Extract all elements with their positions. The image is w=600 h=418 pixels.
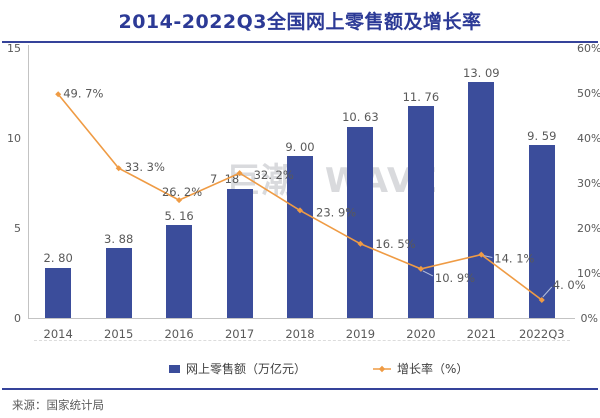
bar-value-label: 9. 00 (285, 139, 315, 154)
right-axis-tick: 10% (577, 266, 600, 280)
x-axis-label-2021: 2021 (466, 327, 496, 341)
bar-2019 (347, 126, 374, 318)
line-swatch-icon (373, 365, 391, 372)
x-axis-label-2018: 2018 (285, 327, 315, 341)
left-axis-tick: 10 (7, 131, 21, 145)
left-axis-tick: 5 (14, 221, 21, 235)
source-note: 来源：国家统计局 (12, 398, 104, 412)
bar-2016 (166, 225, 193, 318)
growth-point-label: 4. 0% (553, 278, 586, 292)
x-axis-label-2017: 2017 (224, 327, 255, 341)
bar-swatch-icon (169, 364, 180, 373)
right-axis-tick: 60% (577, 41, 600, 55)
legend: 网上零售额（万亿元） 增长率（%） (0, 360, 600, 376)
bar-value-label: 13. 09 (463, 65, 500, 80)
legend-item-retail-sales: 网上零售额（万亿元） (169, 360, 306, 377)
right-axis-tick: 0% (580, 311, 598, 325)
bar-value-label: 11. 76 (402, 89, 440, 104)
x-axis-label-2014: 2014 (43, 327, 73, 341)
x-axis-label-2020: 2020 (406, 327, 436, 341)
bar-value-label: 9. 59 (527, 128, 557, 143)
legend-item-growth-rate: 增长率（%） (373, 360, 468, 377)
title-divider (2, 41, 598, 43)
growth-point-label: 26. 2% (162, 185, 202, 199)
right-axis-tick: 30% (577, 176, 600, 190)
line-marker (115, 165, 122, 172)
bar-2017 (226, 188, 253, 318)
right-axis-tick: 20% (577, 221, 600, 235)
x-axis-line (28, 318, 575, 319)
bar-2018 (287, 156, 313, 318)
bar-2015 (105, 248, 132, 318)
left-axis-tick: 0 (14, 311, 21, 325)
legend-label-growth-rate: 增长率（%） (397, 362, 469, 376)
growth-point-label: 33. 3% (125, 160, 165, 174)
bar-value-label: 3. 88 (104, 231, 134, 246)
bar-value-label: 5. 16 (164, 208, 194, 223)
x-axis-label-2019: 2019 (345, 327, 376, 341)
bar-2014 (45, 267, 72, 318)
footer-divider (2, 388, 598, 390)
growth-point-label: 49. 7% (63, 86, 103, 100)
line-marker (176, 197, 183, 204)
x-axis-label-2022Q3: 2022Q3 (518, 327, 565, 341)
x-axis-label-2015: 2015 (104, 327, 134, 341)
legend-label-retail-sales: 网上零售额（万亿元） (186, 362, 307, 376)
chart-title: 2014-2022Q3全国网上零售额及增长率 (118, 11, 482, 33)
left-axis-line (28, 45, 29, 318)
faint-watermark-row (34, 340, 570, 341)
watermark: 巨潮 WAVE (226, 161, 439, 201)
bar-value-label: 7. 18 (209, 172, 240, 187)
line-marker (55, 91, 62, 98)
bar-2020 (407, 106, 434, 318)
bar-2022Q3 (528, 145, 555, 318)
bar-value-label: 10. 63 (342, 110, 379, 125)
bar-value-label: 2. 80 (43, 251, 73, 266)
x-axis-label-2016: 2016 (164, 327, 194, 341)
bar-2021 (468, 82, 495, 318)
right-axis-tick: 40% (577, 131, 600, 145)
right-axis-tick: 50% (577, 86, 600, 100)
left-axis-tick: 15 (7, 41, 21, 55)
